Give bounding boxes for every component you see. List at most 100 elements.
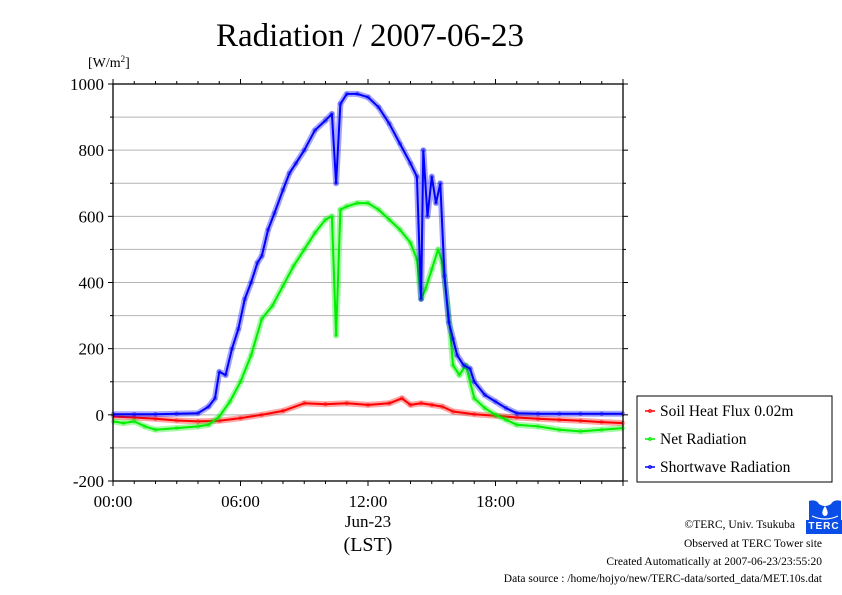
data-point bbox=[557, 417, 562, 422]
chart-title: Radiation / 2007-06-23 bbox=[216, 18, 524, 54]
data-point bbox=[270, 303, 275, 308]
y-tick-label: 600 bbox=[79, 207, 105, 226]
data-point bbox=[414, 257, 420, 262]
data-point bbox=[599, 419, 604, 425]
data-point bbox=[442, 273, 447, 279]
data-point bbox=[153, 416, 158, 422]
footer-source: Data source : /home/hojyo/new/TERC-data/… bbox=[503, 573, 822, 585]
data-point bbox=[472, 411, 477, 417]
x-tick-labels: 00:00 06:00 12:00 18:00 bbox=[94, 492, 515, 511]
data-point bbox=[195, 410, 201, 416]
x-axis-label: (LST) bbox=[344, 534, 393, 556]
data-point bbox=[229, 346, 235, 351]
footer-copyright: ©TERC, Univ. Tsukuba bbox=[684, 519, 795, 531]
data-point bbox=[514, 410, 519, 416]
y-tick-label: -200 bbox=[73, 472, 104, 491]
data-point bbox=[503, 406, 509, 411]
data-point bbox=[438, 181, 443, 186]
data-point bbox=[121, 420, 126, 426]
data-point bbox=[397, 227, 403, 232]
data-point bbox=[397, 141, 403, 146]
data-point bbox=[259, 316, 264, 322]
legend-label: Soil Heat Flux 0.02m bbox=[660, 403, 793, 420]
footer-created: Created Automatically at 2007-06-23/23:5… bbox=[606, 556, 822, 568]
data-point bbox=[132, 411, 137, 417]
data-point bbox=[433, 200, 439, 206]
data-point bbox=[482, 392, 488, 398]
data-point bbox=[472, 396, 477, 401]
data-point bbox=[195, 419, 201, 424]
data-point bbox=[387, 401, 392, 406]
data-point bbox=[423, 286, 428, 292]
data-point bbox=[323, 402, 328, 407]
data-point bbox=[242, 296, 247, 302]
footer-observed: Observed at TERC Tower site bbox=[683, 538, 822, 550]
data-point bbox=[323, 217, 328, 222]
y-tick-label: 800 bbox=[79, 141, 105, 160]
y-axis-unit: [W/m2] bbox=[88, 54, 130, 71]
data-point bbox=[493, 412, 498, 418]
data-point bbox=[376, 207, 381, 212]
legend-label: Net Radiation bbox=[660, 431, 747, 448]
data-point bbox=[338, 101, 343, 107]
y-tick-labels: -200 0 200 400 600 800 1000 bbox=[70, 75, 104, 491]
data-point bbox=[291, 263, 296, 269]
data-point bbox=[287, 171, 292, 176]
data-point bbox=[302, 147, 307, 153]
data-point bbox=[293, 161, 298, 166]
data-point bbox=[365, 95, 371, 100]
data-point bbox=[503, 417, 509, 422]
data-point bbox=[238, 379, 243, 384]
data-point bbox=[418, 296, 424, 302]
data-point bbox=[302, 247, 307, 252]
data-point bbox=[514, 422, 519, 427]
data-point bbox=[195, 424, 201, 429]
y-tick-label: 0 bbox=[96, 406, 105, 425]
data-point bbox=[355, 200, 360, 206]
data-point bbox=[338, 207, 343, 212]
data-point bbox=[535, 416, 541, 422]
data-point bbox=[493, 399, 498, 404]
data-point bbox=[329, 111, 335, 116]
data-point bbox=[280, 187, 286, 193]
data-point bbox=[174, 411, 179, 417]
data-point bbox=[248, 353, 254, 358]
data-point bbox=[344, 91, 349, 97]
data-point bbox=[557, 427, 562, 432]
data-point bbox=[450, 409, 456, 414]
data-point bbox=[578, 429, 583, 434]
data-point bbox=[535, 411, 541, 417]
data-point bbox=[217, 418, 222, 423]
legend-marker bbox=[648, 409, 652, 413]
data-point bbox=[217, 369, 222, 375]
data-point bbox=[578, 411, 583, 417]
data-point bbox=[467, 366, 473, 371]
data-point bbox=[153, 427, 158, 432]
data-point bbox=[312, 128, 318, 133]
data-point bbox=[408, 402, 413, 408]
data-point bbox=[272, 210, 277, 216]
data-point bbox=[376, 104, 381, 110]
data-point bbox=[344, 401, 349, 406]
data-point bbox=[212, 396, 218, 401]
x-axis-date-label: Jun-23 bbox=[345, 512, 391, 531]
data-point bbox=[450, 336, 456, 341]
legend-marker bbox=[648, 437, 652, 441]
data-point bbox=[255, 260, 260, 265]
legend-label: Shortwave Radiation bbox=[660, 459, 791, 476]
data-point bbox=[142, 424, 148, 429]
data-point bbox=[302, 401, 307, 406]
data-point bbox=[557, 411, 562, 417]
data-point bbox=[174, 418, 179, 423]
data-point bbox=[440, 404, 445, 409]
data-point bbox=[425, 214, 430, 219]
terc-logo-text: TERC bbox=[806, 520, 842, 534]
series-line-shortwave-radiation bbox=[113, 92, 623, 416]
data-point bbox=[599, 411, 604, 417]
data-point bbox=[248, 280, 254, 285]
data-point bbox=[323, 118, 328, 123]
data-point bbox=[472, 379, 477, 384]
series-lines bbox=[110, 90, 626, 435]
data-point bbox=[280, 408, 286, 414]
